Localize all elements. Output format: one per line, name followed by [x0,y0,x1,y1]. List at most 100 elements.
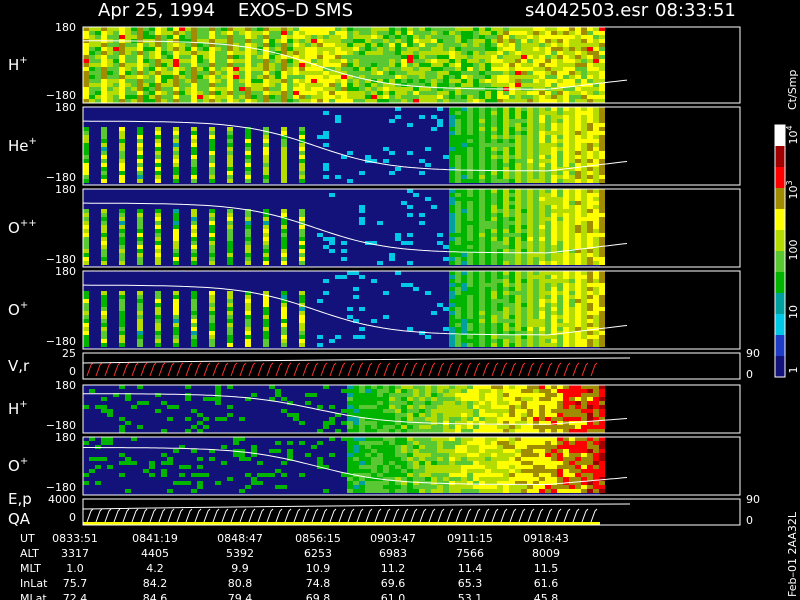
cell [467,75,473,79]
cell [569,75,575,79]
cell [557,193,563,197]
cell [473,413,479,417]
cell [407,473,413,477]
cell [581,271,587,275]
cell [491,209,497,213]
cell [359,35,365,39]
cell [407,99,413,103]
cell [575,79,581,83]
cell [533,167,539,171]
cell [263,35,269,39]
cell [461,275,467,279]
cell [485,91,491,95]
cell [245,307,251,311]
cell [407,469,413,473]
cell [467,43,473,47]
cell [509,323,515,327]
cell [551,295,557,299]
cell [407,405,413,409]
cell [551,331,557,335]
cell [533,393,539,397]
cell [563,311,569,315]
cell [245,79,251,83]
cell [317,405,323,409]
cell [413,87,419,91]
cell [197,95,203,99]
cell [479,473,485,477]
cell [167,27,173,31]
cell [83,167,89,171]
cell [347,27,353,31]
cell [347,465,353,469]
cell [215,47,221,51]
cell [581,51,587,55]
cell [581,127,587,131]
cell [347,393,353,397]
cell [593,35,599,39]
cell [557,339,563,343]
cell [587,295,593,299]
cell [551,175,557,179]
cell [143,55,149,59]
cell [551,123,557,127]
cell [539,147,545,151]
cell [173,51,179,55]
cell [317,233,323,237]
cell [233,27,239,31]
cell [599,167,605,171]
cell [107,91,113,95]
cell [401,99,407,103]
cell [485,397,491,401]
cell [365,393,371,397]
tick-label: 0 [746,368,753,381]
cell [509,339,515,343]
cell [179,43,185,47]
cell [449,401,455,405]
cell [569,229,575,233]
cell [575,271,581,275]
cell [101,209,107,213]
cell [113,47,119,51]
cell [521,417,527,421]
cell [155,71,161,75]
cell [401,473,407,477]
cell [347,71,353,75]
cell [497,271,503,275]
cell [581,209,587,213]
cell [545,319,551,323]
cell [491,413,497,417]
cell [563,257,569,261]
cell [149,71,155,75]
cell [215,63,221,67]
cell [437,233,443,237]
cell [557,279,563,283]
cell [467,445,473,449]
cell [593,385,599,389]
cell [281,473,287,477]
cell [101,237,107,241]
cell [467,421,473,425]
cell [425,469,431,473]
cell [509,127,515,131]
cell [329,421,335,425]
cell [113,27,119,31]
cell [449,245,455,249]
cell [353,319,359,323]
cell [227,31,233,35]
cell [461,465,467,469]
cell [449,225,455,229]
cell [137,229,143,233]
cell [581,413,587,417]
cell [545,179,551,183]
cell [467,437,473,441]
cell [281,315,287,319]
cell [281,245,287,249]
cell [443,445,449,449]
cell [407,31,413,35]
cell [467,171,473,175]
cell [575,429,581,433]
cell [485,425,491,429]
cell [455,213,461,217]
cell [581,171,587,175]
cell [563,401,569,405]
